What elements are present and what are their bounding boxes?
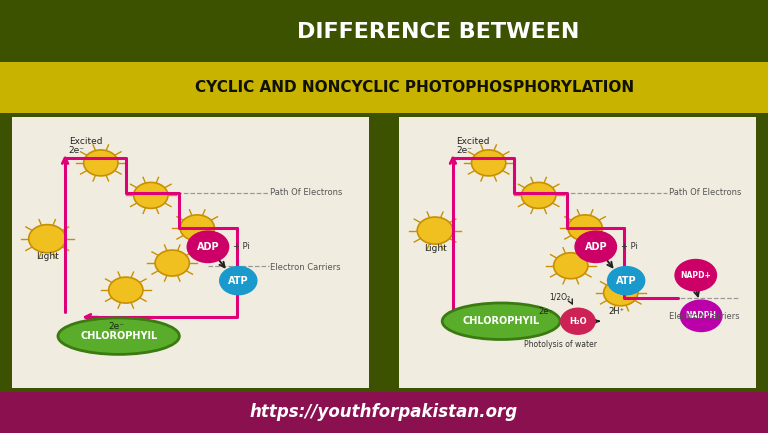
Text: Light: Light	[36, 252, 58, 261]
Text: Path Of Electrons: Path Of Electrons	[669, 188, 741, 197]
Ellipse shape	[58, 318, 180, 354]
Ellipse shape	[442, 303, 560, 339]
Text: Excited: Excited	[456, 137, 490, 146]
Circle shape	[220, 267, 257, 295]
Text: ATP: ATP	[616, 276, 637, 286]
Text: H₂O: H₂O	[569, 317, 587, 326]
Text: CYCLIC AND NONCYCLIC PHOTOPHOSPHORYLATION: CYCLIC AND NONCYCLIC PHOTOPHOSPHORYLATIO…	[195, 80, 634, 95]
Circle shape	[28, 225, 66, 253]
Text: + Pi: + Pi	[233, 242, 250, 251]
Circle shape	[575, 231, 617, 262]
Text: NAPD+: NAPD+	[680, 271, 711, 280]
Text: NADPH: NADPH	[686, 311, 717, 320]
Circle shape	[604, 280, 638, 306]
Text: 2e⁻: 2e⁻	[538, 307, 553, 317]
Circle shape	[675, 259, 717, 291]
Circle shape	[568, 215, 602, 241]
Text: Path Of Electrons: Path Of Electrons	[270, 188, 343, 197]
FancyBboxPatch shape	[5, 112, 376, 393]
Text: Light: Light	[424, 244, 446, 253]
Circle shape	[187, 231, 229, 262]
Text: ADP: ADP	[197, 242, 219, 252]
Text: Photolysis of water: Photolysis of water	[524, 340, 597, 349]
Text: https://youthforpakistan.org: https://youthforpakistan.org	[250, 404, 518, 421]
FancyBboxPatch shape	[0, 62, 768, 113]
Circle shape	[180, 215, 214, 241]
Circle shape	[417, 217, 453, 244]
Text: 2H⁺: 2H⁺	[608, 307, 624, 317]
Text: 2e⁻: 2e⁻	[108, 322, 124, 331]
Text: + Pi: + Pi	[621, 242, 637, 251]
Text: Excited: Excited	[68, 137, 102, 146]
Circle shape	[521, 182, 556, 208]
Text: DIFFERENCE BETWEEN: DIFFERENCE BETWEEN	[296, 22, 579, 42]
Circle shape	[108, 277, 143, 303]
Text: 2e⁻: 2e⁻	[68, 146, 84, 155]
Text: 2e⁻: 2e⁻	[456, 146, 472, 155]
Text: CHLOROPHYIL: CHLOROPHYIL	[462, 316, 540, 326]
FancyBboxPatch shape	[392, 112, 763, 393]
Text: CHLOROPHYIL: CHLOROPHYIL	[80, 331, 157, 341]
Text: ATP: ATP	[228, 276, 249, 286]
Circle shape	[84, 150, 118, 176]
Circle shape	[472, 150, 506, 176]
Circle shape	[155, 250, 190, 276]
Circle shape	[554, 253, 588, 279]
Circle shape	[561, 308, 595, 334]
Circle shape	[134, 182, 168, 208]
FancyBboxPatch shape	[0, 392, 768, 433]
Text: Electron Carriers: Electron Carriers	[669, 311, 740, 320]
Circle shape	[607, 267, 644, 295]
Text: ADP: ADP	[584, 242, 607, 252]
Circle shape	[680, 300, 722, 332]
Text: 1/2O₂: 1/2O₂	[549, 293, 571, 301]
Text: Electron Carriers: Electron Carriers	[270, 263, 341, 272]
